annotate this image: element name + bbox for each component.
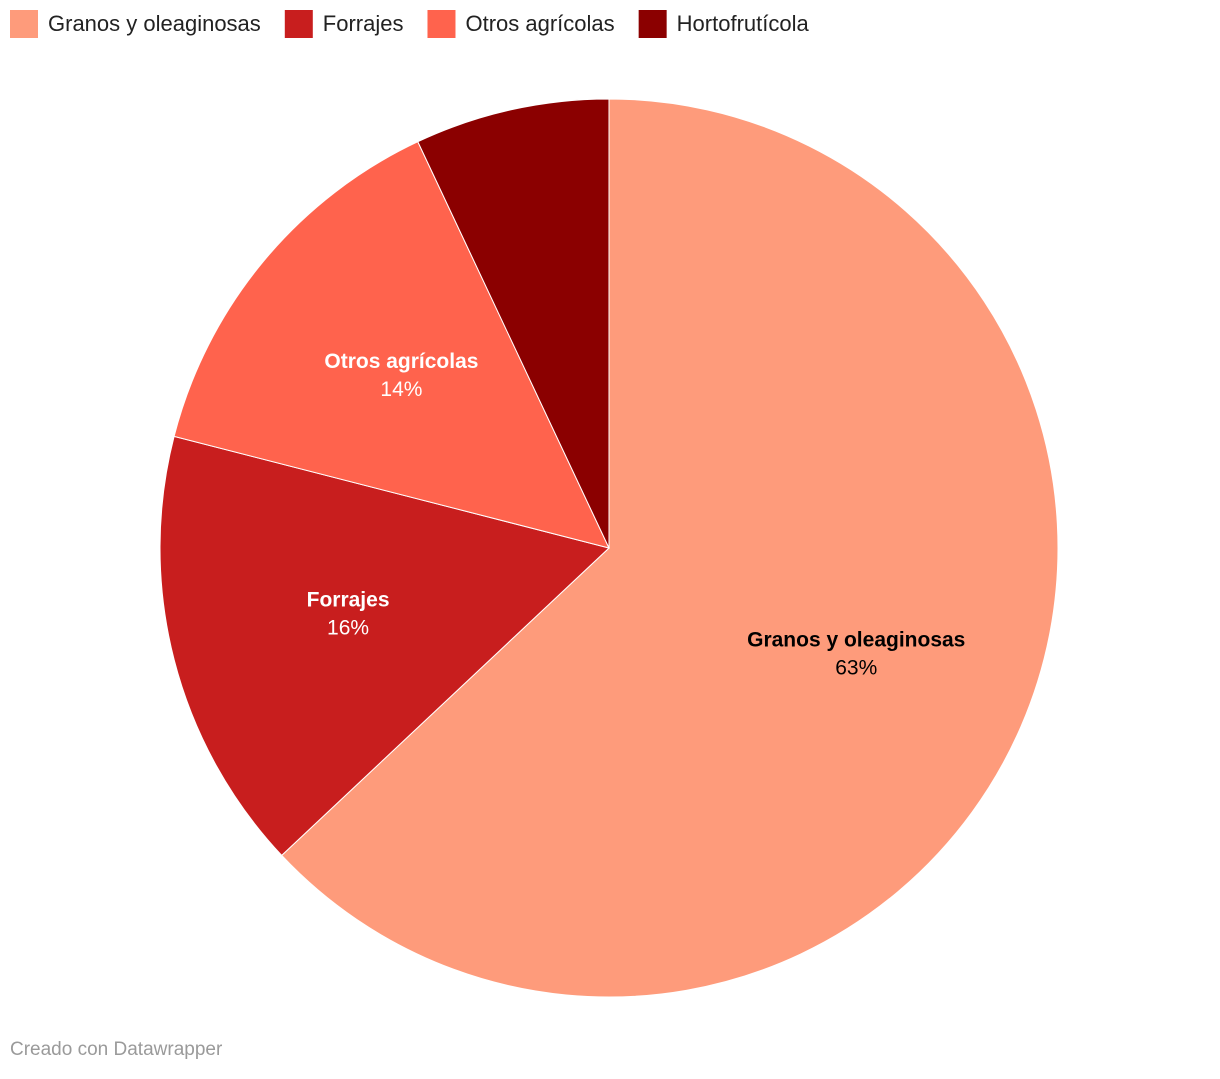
- footer: Creado con Datawrapper: [10, 1039, 223, 1060]
- slice-name: Forrajes: [307, 589, 390, 612]
- legend-label: Hortofrutícola: [677, 11, 810, 36]
- slice-value: 63%: [835, 657, 877, 680]
- legend-swatch: [10, 10, 38, 38]
- legend-swatch: [427, 10, 456, 38]
- pie-slice: [173, 141, 610, 549]
- slice-value: 14%: [380, 378, 422, 401]
- slice-name: Granos y oleaginosas: [747, 629, 965, 652]
- legend-swatch: [638, 10, 667, 38]
- pie-slice: [280, 98, 1059, 998]
- legend-label: Forrajes: [323, 11, 404, 36]
- slice-value: 16%: [327, 617, 369, 640]
- legend-swatch: [284, 10, 313, 38]
- slice-name: Otros agrícolas: [324, 350, 478, 373]
- pie-slice: [159, 435, 611, 857]
- legend-label: Otros agrícolas: [465, 11, 614, 36]
- legend-label: Granos y oleaginosas: [48, 11, 261, 36]
- pie-slice: [417, 98, 610, 549]
